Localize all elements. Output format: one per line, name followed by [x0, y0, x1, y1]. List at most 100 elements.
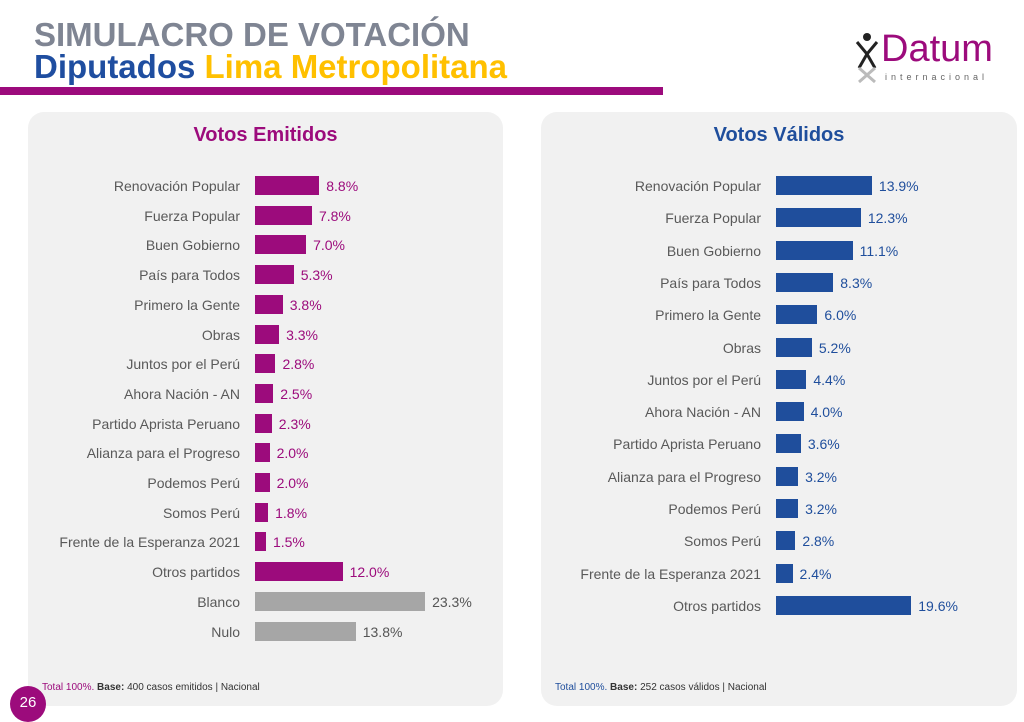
bar	[776, 563, 793, 583]
bar-row: Fuerza Popular 12.3%	[541, 208, 1017, 228]
bar-row: País para Todos 8.3%	[541, 272, 1017, 293]
person-icon	[855, 33, 879, 84]
bar	[255, 354, 276, 374]
datum-logo: Datum internacional	[855, 28, 1015, 87]
bar	[255, 205, 312, 225]
bar	[255, 443, 270, 463]
category-label: Somos Perú	[162, 504, 240, 521]
footnote: Total 100%. Base: 252 casos válidos | Na…	[555, 682, 767, 693]
bar-row: Podemos Perú 3.2%	[541, 499, 1017, 519]
category-label: Alianza para el Progreso	[86, 445, 240, 462]
category-label: Juntos por el Perú	[126, 356, 240, 373]
value-label: 12.3%	[867, 210, 908, 227]
bar	[255, 383, 274, 403]
bar-row: Primero la Gente 6.0%	[541, 305, 1017, 325]
category-label: Renovación Popular	[634, 178, 761, 194]
panel-votos-emitidos: Votos Emitidos Total 100%. Base: 400 cas…	[28, 112, 503, 706]
bar	[255, 176, 320, 195]
bar	[255, 473, 270, 492]
value-label: 11.1%	[859, 242, 899, 259]
bar	[776, 466, 799, 486]
bar-row: Otros partidos 19.6%	[541, 595, 1017, 616]
logo-word: Datum	[881, 28, 993, 70]
category-label: País para Todos	[660, 274, 761, 291]
value-label: 2.0%	[276, 445, 309, 462]
category-label: Obras	[201, 326, 240, 343]
bar	[255, 265, 294, 285]
bar	[776, 272, 834, 292]
bar	[255, 235, 307, 255]
chart-title: Votos Válidos	[713, 124, 845, 146]
value-label: 2.5%	[280, 385, 313, 402]
category-label: Nulo	[211, 623, 240, 640]
bar	[776, 595, 912, 615]
category-label: Juntos por el Perú	[647, 371, 761, 388]
category-label: Frente de la Esperanza 2021	[580, 565, 761, 582]
category-label: Obras	[722, 339, 761, 356]
bar-row: Podemos Perú 2.0%	[28, 473, 503, 493]
value-label: 3.2%	[805, 468, 837, 485]
value-label: 4.0%	[810, 404, 843, 421]
category-label: Podemos Perú	[147, 475, 240, 491]
logo-sub: internacional	[885, 72, 989, 82]
category-label: Partido Aprista Peruano	[92, 415, 240, 432]
bar	[776, 305, 818, 325]
value-label: 13.8%	[362, 623, 403, 640]
page-number: 26	[10, 686, 46, 722]
bar-row: Juntos por el Perú 2.8%	[28, 354, 503, 374]
value-label: 2.0%	[276, 475, 309, 491]
bar-row: Otros partidos 12.0%	[28, 562, 503, 582]
bar-row: Ahora Nación - AN 4.0%	[541, 402, 1017, 422]
bar	[255, 413, 272, 433]
bar-row: Alianza para el Progreso 3.2%	[541, 466, 1017, 487]
bar	[255, 591, 426, 611]
value-label: 2.3%	[278, 415, 311, 432]
value-label: 19.6%	[918, 597, 958, 614]
value-label: 3.6%	[807, 436, 840, 453]
category-label: Fuerza Popular	[665, 210, 761, 227]
category-label: Primero la Gente	[134, 296, 240, 313]
bar-row: Frente de la Esperanza 2021 2.4%	[541, 563, 1017, 584]
subtitle-region: Lima Metropolitana	[204, 48, 508, 85]
category-label: Renovación Popular	[113, 178, 240, 194]
value-label: 2.4%	[799, 565, 832, 582]
bar-row: Juntos por el Perú 4.4%	[541, 369, 1017, 390]
bar-row: Renovación Popular 8.8%	[28, 176, 503, 196]
footnote-base: 400 casos emitidos | Nacional	[124, 682, 260, 693]
value-label: 7.0%	[313, 237, 346, 254]
category-label: País para Todos	[139, 267, 240, 284]
bar-row: Nulo 13.8%	[28, 621, 503, 642]
value-label: 2.8%	[802, 533, 835, 550]
bar	[255, 621, 356, 641]
category-label: Buen Gobierno	[145, 237, 240, 254]
category-label: Somos Perú	[683, 533, 761, 550]
category-label: Blanco	[197, 593, 240, 610]
footnote-base-label: Base:	[97, 682, 125, 693]
footnote-base-label: Base:	[610, 682, 638, 693]
footnote-base: 252 casos válidos | Nacional	[637, 682, 767, 693]
footnote: Total 100%. Base: 400 casos emitidos | N…	[42, 682, 260, 693]
title-underline	[0, 87, 663, 95]
value-label: 2.8%	[282, 356, 315, 373]
panel-votos-validos: Votos Válidos Total 100%. Base: 252 caso…	[541, 112, 1017, 706]
category-label: Alianza para el Progreso	[607, 468, 761, 485]
bar-row: Buen Gobierno 7.0%	[28, 235, 503, 255]
category-label: Primero la Gente	[655, 307, 761, 324]
value-label: 3.2%	[805, 501, 837, 517]
value-label: 5.2%	[818, 339, 851, 356]
bar-row: Partido Aprista Peruano 2.3%	[28, 413, 503, 434]
bar	[255, 324, 280, 344]
bar	[776, 240, 853, 260]
category-label: Partido Aprista Peruano	[613, 436, 761, 453]
value-label: 3.8%	[289, 296, 322, 313]
bar-row: País para Todos 5.3%	[28, 265, 503, 285]
bar-row: Obras 3.3%	[28, 324, 503, 345]
category-label: Otros partidos	[673, 597, 761, 614]
bar	[776, 176, 872, 195]
bar-row: Obras 5.2%	[541, 337, 1017, 358]
bar	[776, 369, 807, 389]
footnote-total: Total 100%.	[42, 682, 95, 693]
bar-row: Partido Aprista Peruano 3.6%	[541, 434, 1017, 454]
bar-row: Alianza para el Progreso 2.0%	[28, 443, 503, 463]
category-label: Buen Gobierno	[666, 242, 761, 259]
